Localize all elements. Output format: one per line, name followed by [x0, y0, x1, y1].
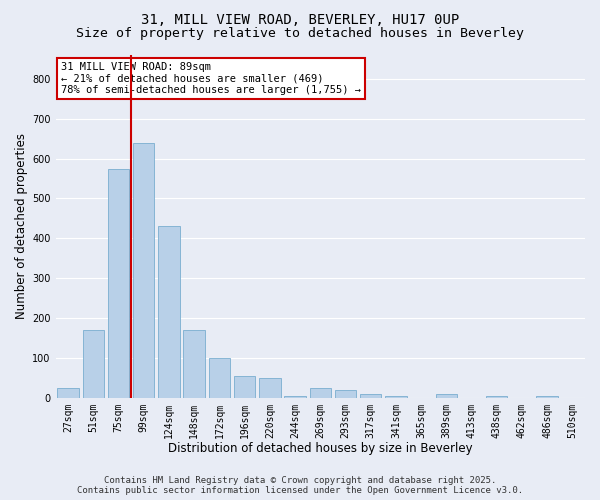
Y-axis label: Number of detached properties: Number of detached properties	[15, 134, 28, 320]
Text: 31 MILL VIEW ROAD: 89sqm
← 21% of detached houses are smaller (469)
78% of semi-: 31 MILL VIEW ROAD: 89sqm ← 21% of detach…	[61, 62, 361, 95]
Bar	[310, 388, 331, 398]
Bar	[360, 394, 382, 398]
Bar	[284, 396, 306, 398]
Bar	[83, 330, 104, 398]
Text: Size of property relative to detached houses in Beverley: Size of property relative to detached ho…	[76, 28, 524, 40]
Bar	[486, 396, 508, 398]
X-axis label: Distribution of detached houses by size in Beverley: Distribution of detached houses by size …	[168, 442, 473, 455]
Bar	[158, 226, 180, 398]
Text: Contains HM Land Registry data © Crown copyright and database right 2025.
Contai: Contains HM Land Registry data © Crown c…	[77, 476, 523, 495]
Bar	[259, 378, 281, 398]
Bar	[209, 358, 230, 398]
Bar	[58, 388, 79, 398]
Bar	[436, 394, 457, 398]
Bar	[385, 396, 407, 398]
Bar	[536, 396, 558, 398]
Bar	[184, 330, 205, 398]
Bar	[335, 390, 356, 398]
Bar	[234, 376, 256, 398]
Bar	[133, 142, 154, 398]
Text: 31, MILL VIEW ROAD, BEVERLEY, HU17 0UP: 31, MILL VIEW ROAD, BEVERLEY, HU17 0UP	[141, 12, 459, 26]
Bar	[108, 168, 129, 398]
